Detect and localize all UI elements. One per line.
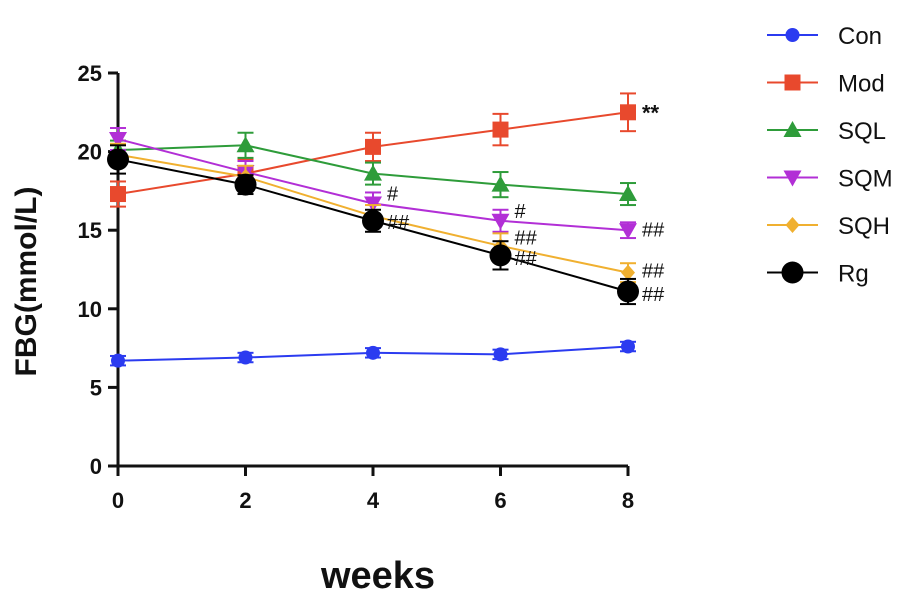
- data-point-mod-2: [365, 138, 381, 155]
- axes: 0 5 10 15 20 25 0 2 4 6 8 FBG(mmol/L) weeks: [10, 61, 634, 597]
- data-point-mod-4: [620, 104, 636, 121]
- data-point-sql-4: [619, 185, 637, 202]
- annotation-7: ##: [642, 261, 665, 283]
- legend-label-con: Con: [838, 23, 882, 50]
- data-point-mod-3: [492, 121, 509, 138]
- data-point-rg-4: [617, 280, 639, 303]
- legend-item-sql: SQL: [767, 118, 886, 145]
- y-tick-label-10: 10: [78, 297, 102, 322]
- data-point-sqm-3: [491, 213, 510, 230]
- legend-label-rg: Rg: [838, 261, 869, 288]
- data-point-rg-3: [489, 244, 512, 267]
- data-point-con-4: [621, 339, 635, 354]
- x-tick-label-0: 0: [112, 488, 124, 513]
- data-point-con-0: [111, 353, 125, 368]
- legend-marker-con: [785, 28, 800, 42]
- data-point-sqm-4: [619, 223, 637, 240]
- y-tick-label-25: 25: [78, 61, 102, 86]
- legend-item-mod: Mod: [767, 71, 885, 98]
- data-point-sql-1: [236, 136, 255, 153]
- x-tick-label-8: 8: [622, 488, 634, 513]
- legend-label-mod: Mod: [838, 71, 885, 98]
- x-tick-label-6: 6: [494, 488, 506, 513]
- legend-item-rg: Rg: [767, 261, 869, 288]
- y-ticks: 0 5 10 15 20 25: [78, 61, 118, 479]
- annotation-3: #: [515, 201, 527, 223]
- legend-label-sqh: SQH: [838, 213, 890, 240]
- y-tick-label-20: 20: [78, 140, 102, 165]
- y-axis-title: FBG(mmol/L): [10, 187, 43, 377]
- data-point-con-1: [238, 350, 253, 365]
- data-point-con-2: [366, 345, 380, 360]
- legend-item-con: Con: [767, 23, 882, 50]
- annotation-8: ##: [642, 284, 665, 306]
- legend-marker-rg: [781, 261, 804, 284]
- x-axis-title: weeks: [320, 555, 435, 597]
- annotation-2: ##: [387, 212, 410, 234]
- legend-marker-sql: [783, 121, 802, 137]
- x-tick-label-4: 4: [367, 488, 380, 513]
- data-point-sqh-4: [621, 264, 635, 281]
- data-point-con-3: [493, 347, 508, 362]
- series-rg: [107, 144, 639, 306]
- data-point-mod-0: [110, 186, 126, 203]
- data-point-rg-2: [362, 209, 384, 232]
- legend-marker-sqm: [783, 170, 802, 187]
- data-point-sql-3: [491, 175, 510, 192]
- data-point-rg-0: [107, 148, 129, 171]
- annotation-6: ##: [642, 220, 665, 242]
- data-point-rg-1: [234, 173, 257, 196]
- y-tick-label-5: 5: [90, 375, 102, 400]
- legend-item-sqm: SQM: [767, 166, 893, 193]
- annotation-5: ##: [515, 248, 538, 270]
- annotation-layer: **##############: [387, 100, 665, 306]
- legend-marker-sqh: [785, 217, 800, 233]
- annotation-4: ##: [515, 227, 538, 249]
- data-point-sqm-0: [109, 132, 127, 149]
- series-con: [110, 339, 636, 368]
- legend: Con Mod SQL SQM SQH Rg: [767, 23, 893, 288]
- x-ticks: 0 2 4 6 8: [112, 466, 634, 513]
- legend-marker-mod: [784, 74, 801, 91]
- y-tick-label-15: 15: [78, 218, 102, 243]
- data-point-sql-2: [364, 164, 382, 181]
- y-tick-label-0: 0: [90, 454, 102, 479]
- series-layer: [107, 92, 639, 368]
- x-tick-label-2: 2: [239, 488, 251, 513]
- legend-item-sqh: SQH: [767, 213, 890, 240]
- legend-label-sql: SQL: [838, 118, 886, 145]
- annotation-1: #: [387, 183, 399, 205]
- annotation-0: **: [642, 100, 660, 125]
- legend-label-sqm: SQM: [838, 166, 893, 193]
